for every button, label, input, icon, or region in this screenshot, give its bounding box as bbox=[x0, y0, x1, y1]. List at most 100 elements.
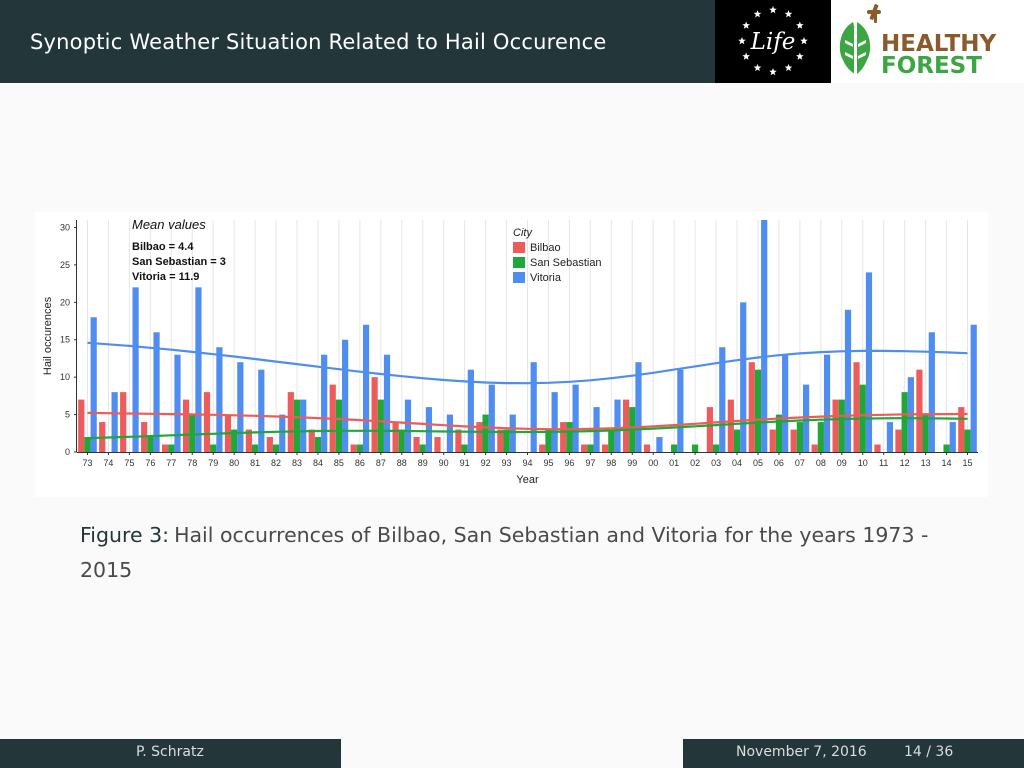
bar-vitoria bbox=[740, 302, 747, 452]
y-tick-label: 5 bbox=[65, 410, 70, 420]
x-tick-label: 01 bbox=[669, 458, 679, 468]
eu-star-icon bbox=[753, 63, 762, 72]
x-tick-label: 85 bbox=[334, 458, 344, 468]
bar-san-sebastian bbox=[712, 444, 720, 452]
hail-chart-panel: 73 74 75 76 77 78 79 80 81 82 83 84 85 86 87 88 89 90 91 92… bbox=[35, 212, 988, 497]
x-tick-label: 95 bbox=[543, 458, 553, 468]
x-tick-label: 07 bbox=[795, 458, 805, 468]
x-tick-label: 91 bbox=[460, 458, 470, 468]
bar-bilbao bbox=[161, 444, 169, 452]
x-tick-label: 11 bbox=[879, 458, 888, 468]
figure-caption: Figure 3: Hail occurrences of Bilbao, San… bbox=[80, 518, 960, 588]
x-tick-label: 00 bbox=[648, 458, 658, 468]
bar-bilbao bbox=[790, 429, 797, 452]
bar-vitoria bbox=[844, 309, 852, 452]
bar-vitoria bbox=[865, 272, 873, 452]
bar-vitoria bbox=[530, 362, 537, 452]
x-tick-label: 13 bbox=[921, 458, 931, 468]
x-tick-label: 10 bbox=[858, 458, 868, 468]
healthy-forest-logo-graphic: HEALTHY FOREST bbox=[839, 4, 997, 79]
legend-swatch bbox=[513, 272, 525, 283]
bar-san-sebastian bbox=[272, 444, 280, 452]
x-tick-label: 79 bbox=[208, 458, 218, 468]
x-tick-label: 90 bbox=[439, 458, 449, 468]
bar-vitoria bbox=[928, 332, 935, 452]
bar-vitoria bbox=[90, 317, 97, 452]
life-logo: Life bbox=[715, 0, 831, 83]
hail-occurrence-chart: 73 74 75 76 77 78 79 80 81 82 83 84 85 86 87 88 89 90 91 92… bbox=[42, 217, 978, 486]
bar-vitoria bbox=[467, 369, 474, 452]
y-tick-label: 0 bbox=[65, 447, 70, 457]
bar-bilbao bbox=[769, 429, 776, 452]
x-tick-label: 73 bbox=[82, 458, 92, 468]
y-tick-label: 30 bbox=[60, 222, 70, 232]
x-tick-label: 83 bbox=[292, 458, 302, 468]
y-tick-label: 10 bbox=[60, 372, 70, 382]
x-tick-label: 09 bbox=[837, 458, 847, 468]
x-tick-label: 76 bbox=[145, 458, 155, 468]
x-tick-label: 78 bbox=[187, 458, 197, 468]
bar-bilbao bbox=[308, 429, 315, 452]
trend-line-vitoria bbox=[87, 341, 968, 385]
legend-label: Vitoria bbox=[530, 272, 562, 284]
forest-text: FOREST bbox=[881, 53, 982, 79]
bar-san-sebastian bbox=[356, 444, 363, 452]
x-tick-label: 15 bbox=[963, 458, 973, 468]
bar-vitoria bbox=[279, 414, 286, 452]
eu-star-icon bbox=[738, 37, 746, 45]
x-tick-label: 14 bbox=[942, 458, 952, 468]
bar-vitoria bbox=[488, 384, 495, 452]
bar-vitoria bbox=[949, 422, 956, 452]
bar-vitoria bbox=[677, 369, 684, 452]
slide-title: Synoptic Weather Situation Related to Ha… bbox=[30, 30, 607, 54]
legend-swatch bbox=[513, 242, 525, 253]
bar-bilbao bbox=[371, 377, 378, 452]
x-tick-label: 87 bbox=[376, 458, 386, 468]
x-tick-label: 12 bbox=[900, 458, 910, 468]
bar-san-sebastian bbox=[377, 399, 384, 452]
bar-san-sebastian bbox=[461, 444, 468, 452]
x-tick-label: 98 bbox=[606, 458, 616, 468]
bar-vitoria bbox=[216, 347, 223, 452]
bar-bilbao bbox=[350, 444, 357, 452]
bar-vitoria bbox=[761, 220, 768, 452]
x-tick-label: 03 bbox=[711, 458, 721, 468]
y-tick-label: 25 bbox=[60, 260, 70, 270]
bar-bilbao bbox=[832, 399, 839, 452]
bar-bilbao bbox=[622, 399, 630, 452]
eu-star-icon bbox=[753, 10, 762, 18]
eu-star-icon bbox=[796, 21, 804, 29]
healthy-forest-logo: HEALTHY FOREST bbox=[831, 0, 1024, 83]
bar-bilbao bbox=[203, 392, 211, 452]
x-tick-label: 82 bbox=[271, 458, 281, 468]
bar-bilbao bbox=[581, 444, 588, 452]
bar-bilbao bbox=[748, 362, 755, 452]
bar-san-sebastian bbox=[293, 399, 301, 452]
bar-san-sebastian bbox=[210, 444, 217, 452]
x-tick-label: 92 bbox=[481, 458, 491, 468]
bar-bilbao bbox=[266, 437, 273, 452]
bar-san-sebastian bbox=[733, 429, 741, 452]
life-logo-text: Life bbox=[750, 29, 796, 55]
bar-san-sebastian bbox=[189, 414, 196, 452]
bar-bilbao bbox=[497, 429, 504, 452]
bar-vitoria bbox=[823, 354, 831, 452]
bar-bilbao bbox=[392, 422, 399, 452]
bar-san-sebastian bbox=[922, 414, 929, 452]
bar-bilbao bbox=[895, 429, 902, 452]
bar-vitoria bbox=[614, 399, 621, 452]
y-axis-label: Hail occurences bbox=[42, 296, 54, 375]
legend-label: Bilbao bbox=[530, 242, 561, 254]
bar-vitoria bbox=[970, 324, 977, 452]
legend-title: City bbox=[513, 227, 533, 239]
bar-san-sebastian bbox=[754, 369, 762, 452]
bar-san-sebastian bbox=[168, 444, 175, 452]
bar-vitoria bbox=[300, 399, 307, 452]
bar-san-sebastian bbox=[671, 444, 678, 452]
x-tick-label: 81 bbox=[250, 458, 260, 468]
eu-star-icon bbox=[769, 6, 777, 14]
bar-vitoria bbox=[195, 287, 202, 452]
bar-vitoria bbox=[132, 287, 139, 452]
bar-bilbao bbox=[958, 407, 965, 452]
healthy-text: HEALTHY bbox=[881, 31, 997, 57]
